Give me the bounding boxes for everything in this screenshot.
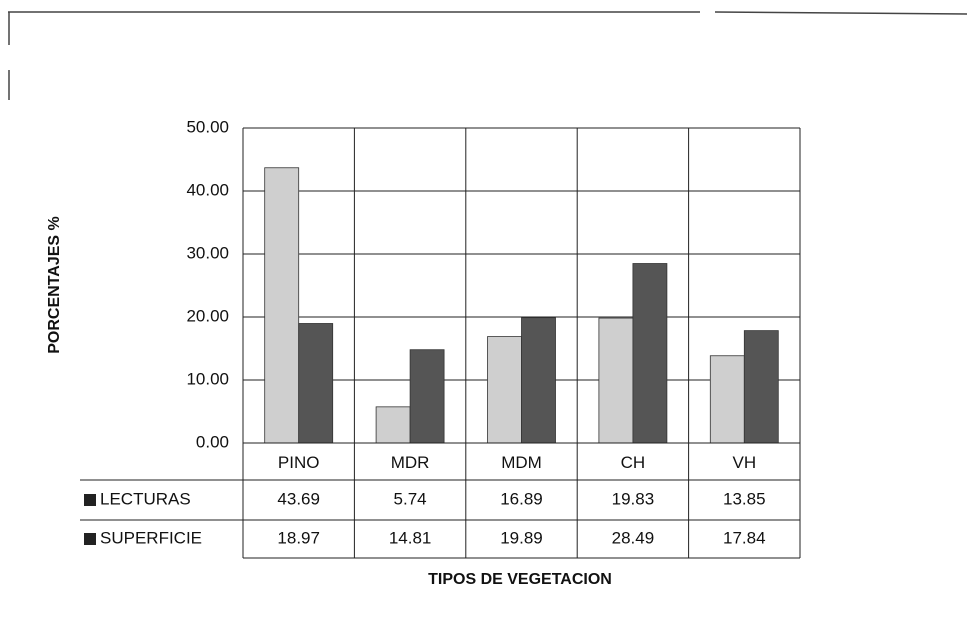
bar [487, 336, 522, 444]
x-tick-label: MDM [501, 453, 542, 472]
frame-top [714, 11, 967, 15]
x-tick-label: CH [621, 453, 646, 472]
bar [709, 355, 745, 444]
bar [298, 323, 334, 444]
bar [409, 349, 445, 444]
y-tick-label: 0.00 [196, 432, 229, 451]
table-value: 13.85 [723, 489, 766, 508]
table-value: 5.74 [394, 489, 427, 508]
bar [598, 317, 634, 444]
table-value: 19.89 [500, 528, 543, 547]
legend-swatch [84, 494, 96, 506]
y-tick-label: 50.00 [186, 117, 229, 136]
y-tick-label: 40.00 [186, 180, 229, 199]
legend-label: LECTURAS [100, 489, 191, 508]
table-value: 19.83 [612, 489, 655, 508]
y-tick-label: 30.00 [186, 243, 229, 262]
legend-swatch [84, 533, 96, 545]
table-value: 43.69 [277, 489, 320, 508]
bar [632, 263, 668, 444]
bar [264, 167, 300, 444]
y-tick-label: 20.00 [186, 306, 229, 325]
y-axis-title: PORCENTAJES % [46, 216, 63, 354]
bar [521, 317, 556, 444]
bar [743, 330, 779, 444]
x-tick-label: VH [732, 453, 756, 472]
legend-label: SUPERFICIE [100, 528, 202, 547]
x-tick-label: PINO [278, 453, 320, 472]
y-tick-label: 10.00 [186, 369, 229, 388]
table-value: 16.89 [500, 489, 543, 508]
table-value: 17.84 [723, 528, 766, 547]
x-tick-label: MDR [391, 453, 430, 472]
table-value: 14.81 [389, 528, 432, 547]
table-value: 18.97 [277, 528, 320, 547]
x-axis-title: TIPOS DE VEGETACION [428, 571, 612, 588]
table-value: 28.49 [612, 528, 655, 547]
bar [375, 406, 411, 444]
